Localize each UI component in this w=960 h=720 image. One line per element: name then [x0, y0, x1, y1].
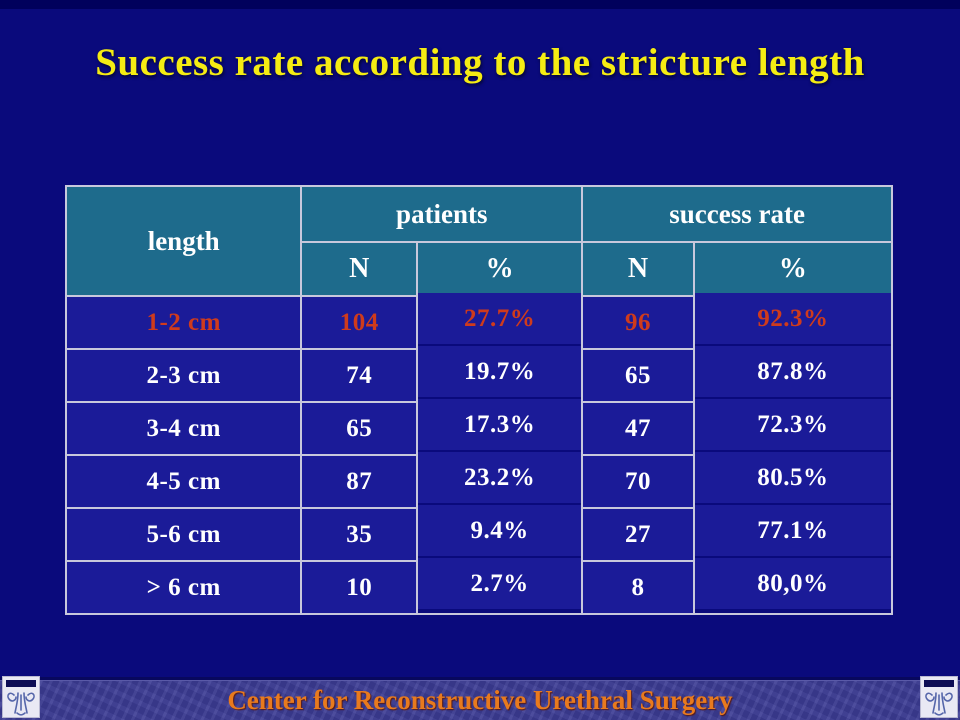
cell-success-pct: 72.3%	[692, 397, 894, 452]
column-header-length: length	[64, 185, 303, 297]
table-row: 2-3 cm 74 19.7% 65 87.8%	[64, 344, 894, 403]
cell-length: > 6 cm	[64, 560, 303, 615]
center-emblem-icon	[920, 676, 958, 718]
table-header-row-sub: N % N %	[66, 241, 894, 297]
cell-success-n: 65	[581, 348, 695, 403]
cell-success-pct: 87.8%	[692, 344, 894, 399]
cell-patients-n: 65	[300, 401, 419, 456]
cell-success-n: 70	[581, 454, 695, 509]
table-header-row-groups: length patients success rate	[64, 185, 893, 297]
cell-patients-n: 74	[300, 348, 419, 403]
cell-patients-pct: 2.7%	[416, 556, 584, 611]
cell-length: 4-5 cm	[64, 454, 303, 509]
cell-patients-pct: 19.7%	[416, 344, 584, 399]
cell-success-n: 27	[581, 507, 695, 562]
cell-success-n: 96	[581, 295, 695, 350]
table-row: 4-5 cm 87 23.2% 70 80.5%	[64, 450, 894, 509]
slide-top-edge	[0, 0, 960, 9]
cell-patients-n: 35	[300, 507, 419, 562]
cell-length: 2-3 cm	[64, 348, 303, 403]
cell-patients-pct: 27.7%	[416, 291, 584, 346]
badge-top-bar	[924, 680, 954, 687]
table-row: 5-6 cm 35 9.4% 27 77.1%	[64, 503, 894, 562]
column-header-patients-pct: %	[416, 241, 584, 297]
cell-length: 3-4 cm	[64, 401, 303, 456]
center-emblem-icon	[2, 676, 40, 718]
stricture-results-table: length patients success rate N % N % 1-2…	[64, 185, 894, 615]
cell-success-pct: 92.3%	[692, 291, 894, 346]
cell-patients-n: 104	[300, 295, 419, 350]
cell-patients-n: 87	[300, 454, 419, 509]
column-header-patients-n: N	[300, 241, 419, 297]
slide-title: Success rate according to the stricture …	[95, 41, 865, 84]
table-row: 3-4 cm 65 17.3% 47 72.3%	[64, 397, 894, 456]
cell-success-pct: 77.1%	[692, 503, 894, 558]
cell-length: 5-6 cm	[64, 507, 303, 562]
table-row: > 6 cm 10 2.7% 8 80,0%	[64, 556, 894, 615]
column-header-success-n: N	[581, 241, 695, 297]
badge-top-bar	[6, 680, 36, 687]
column-group-patients: patients	[300, 185, 584, 243]
cell-patients-n: 10	[300, 560, 419, 615]
cell-success-n: 47	[581, 401, 695, 456]
cell-success-pct: 80.5%	[692, 450, 894, 505]
footer-text: Center for Reconstructive Urethral Surge…	[227, 685, 733, 715]
cell-patients-pct: 9.4%	[416, 503, 584, 558]
cell-success-pct: 80,0%	[692, 556, 894, 611]
cell-success-n: 8	[581, 560, 695, 615]
column-group-success-rate: success rate	[581, 185, 893, 243]
column-header-success-pct: %	[692, 241, 894, 297]
footer-bar	[0, 680, 960, 720]
cell-patients-pct: 17.3%	[416, 397, 584, 452]
urology-emblem-icon	[925, 692, 953, 716]
cell-patients-pct: 23.2%	[416, 450, 584, 505]
urology-emblem-icon	[7, 692, 35, 716]
cell-length: 1-2 cm	[64, 295, 303, 350]
table-row: 1-2 cm 104 27.7% 96 92.3%	[64, 291, 894, 350]
